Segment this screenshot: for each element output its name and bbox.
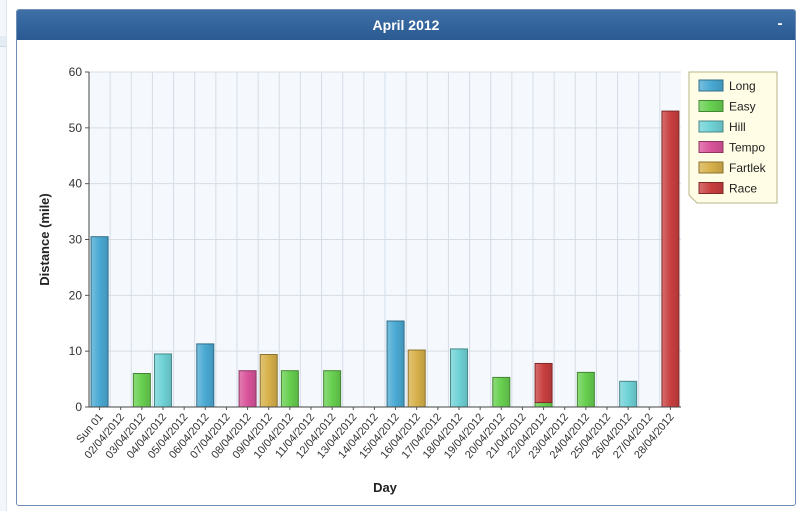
sidebar-edge	[0, 0, 7, 511]
bar-hill	[619, 380, 638, 408]
y-tick-label: 20	[69, 288, 83, 302]
bar-easy	[280, 370, 299, 408]
legend: Long Easy Hill Tempo Fartlek Race	[688, 71, 778, 204]
legend-swatch-race	[698, 182, 724, 194]
y-tick-label: 60	[69, 65, 83, 79]
sidebar-edge-tab	[0, 36, 6, 47]
panel-header: April 2012 -	[17, 10, 795, 40]
bar-long	[196, 343, 215, 408]
bar-easy	[576, 371, 595, 408]
bar-hill	[154, 353, 172, 408]
bar-race	[661, 110, 680, 408]
legend-swatch-long	[698, 79, 724, 92]
bar-easy	[534, 402, 553, 408]
legend-swatch-hill	[698, 120, 724, 133]
legend-label-long: Long	[729, 79, 756, 93]
bar-fartlek	[259, 354, 278, 408]
bar-long	[386, 320, 405, 408]
bar-hill	[450, 348, 468, 408]
y-tick-label: 10	[69, 344, 83, 358]
y-axis-title: Distance (mile)	[37, 193, 52, 285]
panel-title: April 2012	[372, 17, 440, 33]
collapse-button[interactable]: -	[777, 15, 783, 32]
bar-race	[534, 362, 553, 404]
bar-easy	[492, 376, 511, 408]
bar-long	[90, 236, 109, 408]
legend-label-tempo: Tempo	[729, 141, 765, 155]
bar-tempo	[238, 370, 257, 408]
x-axis-title: Day	[373, 480, 398, 495]
y-tick-label: 40	[69, 177, 83, 191]
legend-label-fartlek: Fartlek	[729, 161, 767, 175]
bar-easy	[323, 370, 342, 408]
legend-swatch-fartlek	[698, 161, 724, 174]
legend-label-easy: Easy	[729, 100, 756, 114]
legend-label-race: Race	[729, 182, 757, 196]
legend-swatch-tempo	[698, 141, 724, 153]
bar-fartlek	[407, 349, 426, 408]
y-tick-label: 50	[69, 121, 83, 135]
y-tick-label: 0	[75, 400, 82, 414]
bar-easy	[132, 373, 151, 408]
chart-panel: April 2012 - 0 10 20 30 40 50 60 Sun 01 02/04/20…	[16, 9, 796, 506]
y-tick-label: 30	[69, 233, 83, 247]
legend-swatch-easy	[698, 100, 724, 112]
legend-label-hill: Hill	[729, 120, 746, 134]
